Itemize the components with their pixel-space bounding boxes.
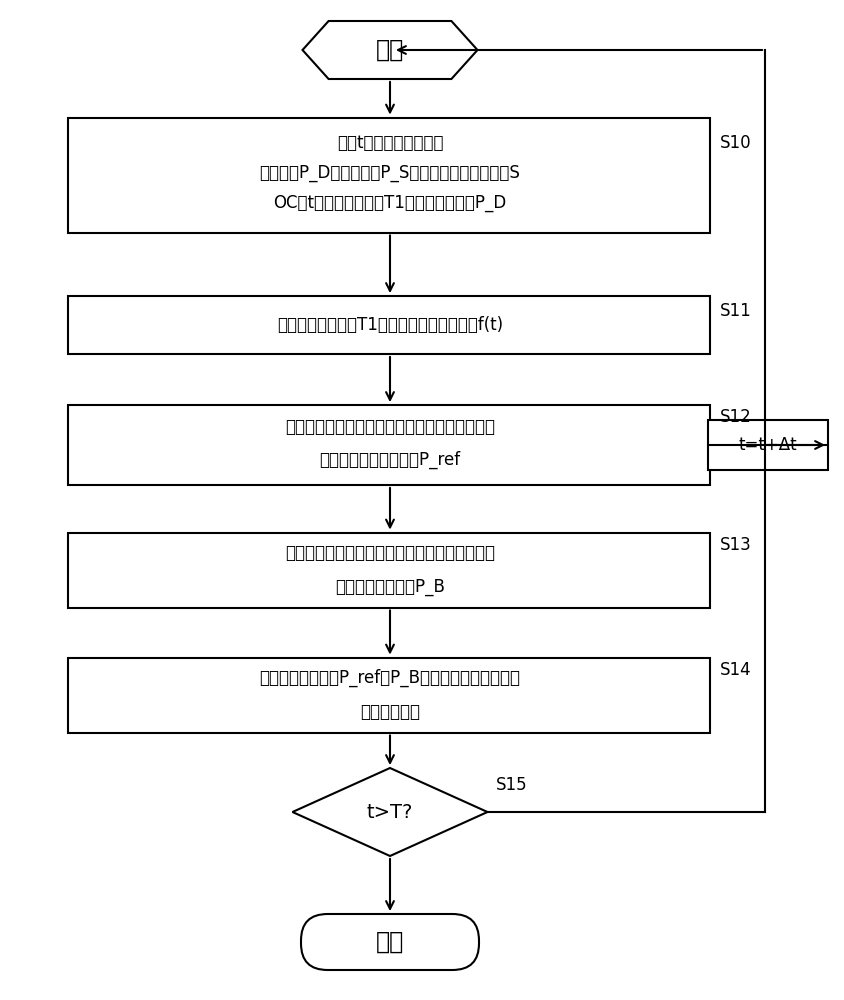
Text: S10: S10 xyxy=(720,134,752,152)
Text: t>T?: t>T? xyxy=(367,802,414,822)
Text: 开始: 开始 xyxy=(376,38,404,62)
Text: 站和储能系统: 站和储能系统 xyxy=(360,703,420,721)
Text: S14: S14 xyxy=(720,661,752,679)
Text: 控制储能系统出功P_B: 控制储能系统出功P_B xyxy=(335,578,445,596)
Text: 有功功率P_D、有功功率P_S、储能系统的能量状态S: 有功功率P_D、有功功率P_S、储能系统的能量状态S xyxy=(260,164,521,182)
Bar xyxy=(68,296,710,354)
Text: 采集t时刻两端换流站的: 采集t时刻两端换流站的 xyxy=(337,134,443,152)
Bar xyxy=(68,117,710,232)
Text: S15: S15 xyxy=(495,776,528,794)
FancyBboxPatch shape xyxy=(301,914,479,970)
Text: 按换流站容量比例分搖功率波动，计算获得定功: 按换流站容量比例分搖功率波动，计算获得定功 xyxy=(285,418,495,436)
Text: 根据功率波动越限情况和储能系统的能量状态，: 根据功率波动越限情况和储能系统的能量状态， xyxy=(285,544,495,562)
Polygon shape xyxy=(293,768,488,856)
Bar xyxy=(68,658,710,732)
Text: S11: S11 xyxy=(720,302,752,320)
Text: 将产生的功率指令P_ref和P_B发送给定功率控制换流: 将产生的功率指令P_ref和P_B发送给定功率控制换流 xyxy=(259,669,521,687)
Polygon shape xyxy=(302,21,478,79)
Text: 计算所述第一周期T1内有功功率变化最大值f(t): 计算所述第一周期T1内有功功率变化最大值f(t) xyxy=(277,316,503,334)
Bar xyxy=(68,405,710,485)
Bar xyxy=(68,532,710,607)
Text: OC和t时刻前第一周期T1内所有采样点的P_D: OC和t时刻前第一周期T1内所有采样点的P_D xyxy=(273,194,506,212)
Text: 率换流站定功率参考值P_ref: 率换流站定功率参考值P_ref xyxy=(319,451,461,469)
Text: S12: S12 xyxy=(720,408,752,426)
Text: S13: S13 xyxy=(720,536,752,554)
Text: t=t+Δt: t=t+Δt xyxy=(738,436,798,454)
Bar xyxy=(708,420,828,470)
Text: 结束: 结束 xyxy=(376,930,404,954)
